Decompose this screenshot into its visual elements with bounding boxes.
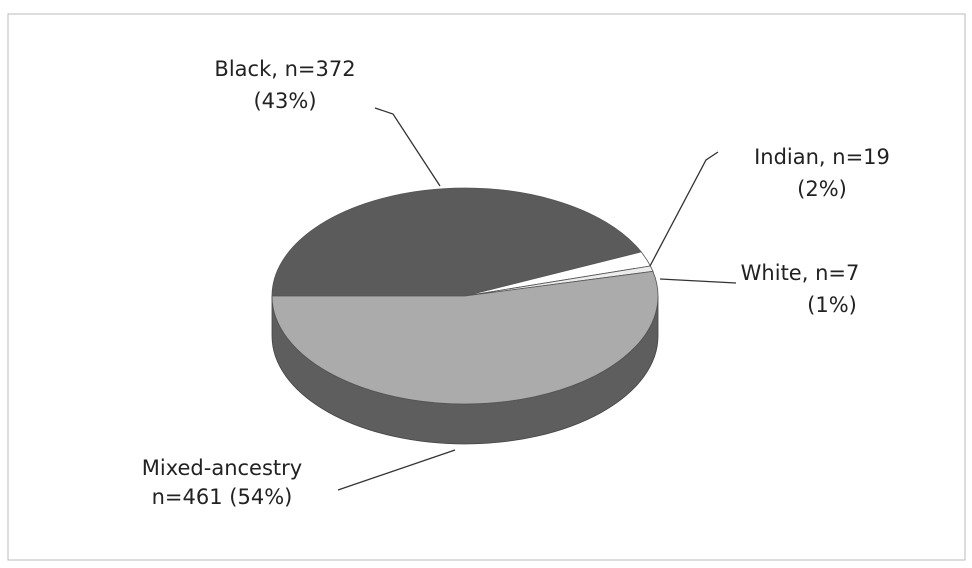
pie [271, 187, 659, 445]
leader-line [659, 278, 737, 284]
leader-line [337, 449, 456, 491]
data-label: White, n=7 [741, 261, 860, 285]
frame [7, 13, 966, 561]
data-label: (43%) [253, 89, 316, 113]
data-label: Indian, n=19 [754, 145, 890, 169]
data-label: (1%) [807, 293, 857, 317]
leader-line [374, 107, 441, 187]
slice [271, 187, 642, 297]
data-label: n=461 (54%) [152, 485, 293, 509]
data-label: (2%) [797, 177, 847, 201]
data-label: Mixed-ancestry [142, 456, 302, 480]
leader-line [649, 151, 719, 267]
data-label: Black, n=372 [214, 57, 355, 81]
slice [271, 270, 659, 405]
